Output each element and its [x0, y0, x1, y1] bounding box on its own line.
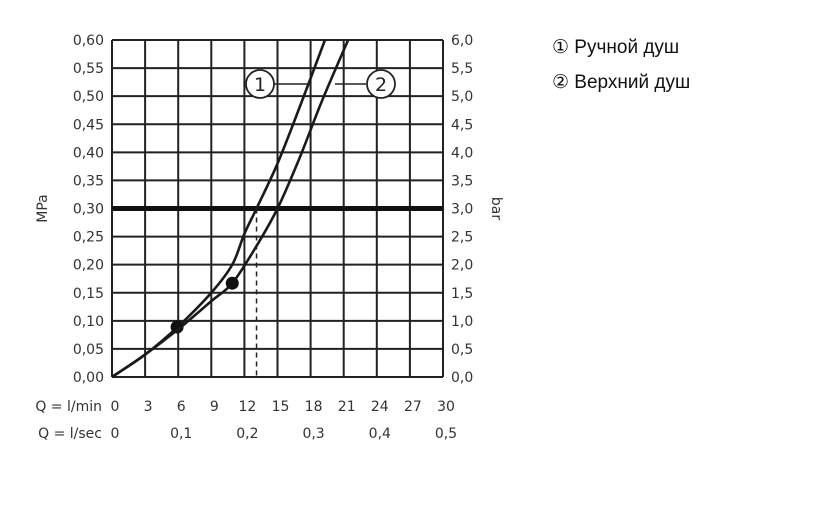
x-tick: 30	[437, 399, 455, 415]
y-tick-right: 4,5	[451, 117, 473, 133]
y-tick-right: 3,0	[451, 202, 473, 218]
series-point-1	[170, 320, 184, 334]
y-tick-right: 5,0	[451, 89, 473, 105]
y-tick-right: 0,5	[451, 342, 473, 358]
y-tick-right: 6,0	[451, 33, 473, 49]
series-line-2	[111, 39, 350, 379]
y-tick-right: 1,5	[451, 286, 473, 302]
y-tick-right: 2,0	[451, 258, 473, 274]
x-tick: 6	[177, 399, 186, 415]
x-tick: 15	[272, 399, 290, 415]
y-tick-left: 0,40	[73, 145, 104, 161]
y-tick-left: 0,20	[73, 258, 104, 274]
y-tick-left: 0,15	[73, 286, 104, 302]
x-tick: 12	[238, 399, 256, 415]
y-axis-label-right: bar	[488, 197, 504, 220]
y-tick-left: 0,60	[73, 33, 104, 49]
callout-label-1: 1	[254, 74, 266, 96]
x-tick: 18	[305, 399, 323, 415]
callout-circle-2	[366, 69, 396, 99]
y-tick-right: 2,5	[451, 230, 473, 246]
x-tick: 24	[371, 399, 389, 415]
y-tick-right: 3,5	[451, 173, 473, 189]
x-tick: 3	[144, 399, 153, 415]
x-tick: 0	[111, 399, 120, 415]
x-axis-label: Q = l/min	[35, 399, 102, 415]
x-tick: 0,5	[435, 426, 457, 442]
y-tick-left: 0,30	[73, 202, 104, 218]
y-tick-right: 0,0	[451, 370, 473, 386]
y-tick-right: 5,5	[451, 61, 473, 77]
x-tick: 21	[338, 399, 356, 415]
series-point-2	[225, 276, 239, 290]
x-tick: 27	[404, 399, 422, 415]
y-tick-left: 0,45	[73, 117, 104, 133]
legend-item-2: ② Верхний душ	[552, 72, 691, 93]
y-tick-left: 0,25	[73, 230, 104, 246]
callout-circle-1	[245, 69, 275, 99]
legend-item-1: ① Ручной душ	[552, 37, 680, 58]
x-axis-label: Q = l/sec	[38, 426, 102, 442]
y-tick-left: 0,35	[73, 173, 104, 189]
x-tick: 0,3	[302, 426, 324, 442]
y-tick-left: 0,00	[73, 370, 104, 386]
x-tick: 0,1	[170, 426, 192, 442]
x-tick: 0,2	[236, 426, 258, 442]
y-tick-left: 0,50	[73, 89, 104, 105]
x-tick: 9	[210, 399, 219, 415]
y-tick-left: 0,10	[73, 314, 104, 330]
x-tick: 0,4	[369, 426, 391, 442]
y-tick-right: 1,0	[451, 314, 473, 330]
y-tick-right: 4,0	[451, 145, 473, 161]
x-tick: 0	[111, 426, 120, 442]
y-tick-left: 0,55	[73, 61, 104, 77]
y-tick-left: 0,05	[73, 342, 104, 358]
y-axis-label-left: MPa	[35, 194, 51, 222]
callout-label-2: 2	[375, 74, 387, 96]
